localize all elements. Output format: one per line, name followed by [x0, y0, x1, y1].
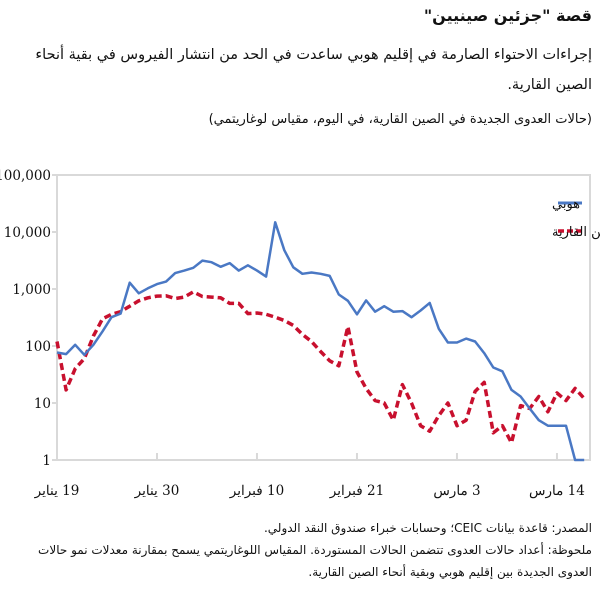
line-chart: 1 10 100 1,000 10,000 100,000 19 يناير 30 يناير… — [0, 168, 600, 499]
series-line-0 — [56, 221, 585, 462]
x-tick-label: 19 يناير — [34, 483, 80, 499]
x-tick-label: 21 فبراير — [329, 483, 384, 499]
chart-subtitle: إجراءات الاحتواء الصارمة في إقليم هوبي س… — [35, 47, 592, 93]
chart-title: قصة "جزئين صينيين" — [423, 6, 592, 25]
x-tick-label: 10 فبراير — [229, 483, 284, 499]
legend: هوبي بقية أنحاء الصين القارية — [552, 197, 600, 240]
y-tick-label: 1,000 — [12, 282, 51, 298]
x-tick-label: 30 يناير — [134, 483, 180, 499]
plot-frame — [56, 174, 591, 461]
footnote: ملحوظة: أعداد حالات العدوى تتضمن الحالات… — [38, 543, 592, 579]
units-note: (حالات العدوى الجديدة في الصين القارية، … — [208, 112, 592, 127]
y-tick-label: 1 — [42, 453, 51, 469]
legend-label-hubei: هوبي — [552, 197, 580, 212]
y-tick-label: 100,000 — [0, 168, 51, 184]
source-note: المصدر: قاعدة بيانات CEIC؛ وحسابات خبراء… — [263, 521, 592, 535]
legend-label-rest: بقية أنحاء الصين القارية — [552, 223, 600, 240]
y-tick-label: 100 — [25, 339, 51, 355]
y-tick-label: 10,000 — [4, 225, 51, 241]
y-tick-label: 10 — [34, 396, 51, 412]
x-tick-label: 14 مارس — [529, 483, 585, 499]
x-tick-label: 3 مارس — [433, 483, 480, 499]
series-line-1 — [55, 290, 586, 445]
